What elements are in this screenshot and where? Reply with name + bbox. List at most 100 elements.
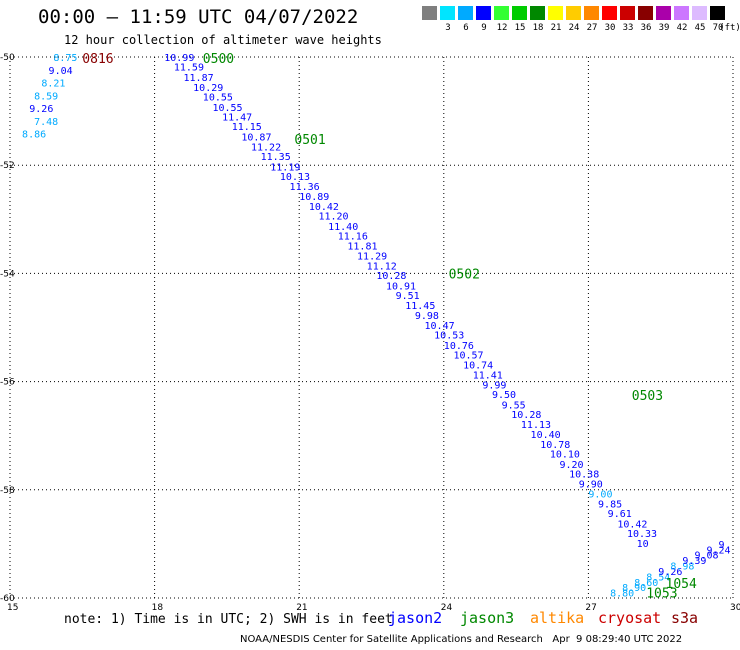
wave-height-label: 10.89 [299, 192, 329, 203]
wave-height-label: 11.41 [473, 371, 503, 382]
map-title: 00:00 — 11:59 UTC 04/07/2022 [38, 6, 359, 28]
lat-tick-label: -50 [0, 53, 15, 63]
wave-height-label: 9.85 [598, 499, 622, 510]
wave-height-label: 9.51 [396, 291, 420, 302]
legend-value: 33 [622, 23, 634, 33]
wave-height-label: 9.50 [492, 390, 516, 401]
legend-value: 45 [694, 23, 706, 33]
wave-height-label: 8.54 [646, 572, 670, 583]
wave-height-label: 10.28 [376, 271, 406, 282]
wave-height-label: 8.90 [622, 583, 646, 594]
legend-swatch [710, 6, 726, 20]
wave-height-label: 10.29 [193, 83, 223, 94]
legend-swatch [620, 6, 636, 20]
wave-height-label: 11.81 [347, 241, 377, 252]
satellite-s3a: s3a [671, 609, 699, 627]
wave-height-label: 11.35 [261, 152, 291, 163]
legend-swatch [674, 6, 690, 20]
map-subtitle: 12 hour collection of altimeter wave hei… [64, 33, 382, 47]
legend-value: 12 [496, 23, 508, 33]
wave-height-label: 10.33 [627, 529, 657, 540]
legend-swatch [512, 6, 528, 20]
legend-value: 30 [604, 23, 616, 33]
wave-height-label: 11.12 [367, 261, 397, 272]
wave-height-label: 11.36 [290, 182, 320, 193]
wave-height-label: 10 [637, 539, 649, 550]
wave-height-label: 8.80 [610, 589, 634, 600]
time-label: 0500 [203, 52, 234, 67]
lon-tick-label: 15 [7, 603, 18, 610]
wave-height-label: 11.22 [251, 142, 281, 153]
wave-height-label: 9.08 [694, 551, 718, 562]
wave-height-label: 9.26 [658, 567, 682, 578]
legend-value: 21 [550, 23, 562, 33]
lat-tick-label: -56 [0, 378, 15, 388]
credit-line: NOAA/NESDIS Center for Satellite Applica… [240, 634, 683, 645]
legend-value: 6 [463, 23, 469, 33]
wave-height-label: 11.29 [357, 252, 387, 263]
wave-height-label: 10.53 [434, 331, 464, 342]
legend-value: 36 [640, 23, 652, 33]
lon-tick-label: 24 [441, 603, 453, 610]
wave-height-label: 11.47 [222, 113, 252, 124]
wave-height-label: 10.10 [550, 450, 580, 461]
wave-height-label: 10.47 [425, 321, 455, 332]
legend-swatch [584, 6, 600, 20]
legend-value: 39 [658, 23, 670, 33]
wave-height-label: 9.98 [415, 311, 439, 322]
legend-value: 27 [586, 23, 598, 33]
grid-lines [9, 56, 734, 599]
wave-height-label: 8.59 [34, 91, 58, 102]
time-label: 1053 [646, 587, 677, 602]
wave-height-label: 8.98 [670, 562, 694, 573]
time-label: 0501 [294, 133, 325, 148]
time-label: 0816 [82, 52, 113, 67]
wave-height-label: 11.19 [270, 162, 300, 173]
lat-tick-label: -58 [0, 486, 15, 496]
legend-swatch [476, 6, 492, 20]
lat-tick-label: -52 [0, 161, 15, 171]
wave-height-label: 10.55 [203, 92, 233, 103]
wave-height-label: 10.76 [444, 341, 474, 352]
wave-height-label: 9 [719, 540, 725, 551]
units-note: note: 1) Time is in UTC; 2) SWH is in fe… [64, 612, 393, 627]
lon-tick-label: 30 [730, 603, 740, 610]
legend-swatch [656, 6, 672, 20]
wave-height-label: 11.20 [318, 212, 348, 223]
wave-height-label: 10.40 [531, 430, 561, 441]
wave-height-label: 10.99 [164, 53, 194, 64]
satellite-jason3: jason3 [460, 609, 515, 627]
wave-height-label: 11.87 [184, 73, 214, 84]
wave-height-label: 9.04 [49, 66, 73, 77]
wave-height-label: 10.38 [569, 470, 599, 481]
legend-swatch [458, 6, 474, 20]
wave-height-label: 9.24 [706, 545, 730, 556]
wave-height-label: 10.91 [386, 281, 416, 292]
legend-unit: (ft) [719, 23, 740, 33]
legend-swatch [422, 6, 438, 20]
wave-height-label: 9.20 [559, 460, 583, 471]
wave-height-label: 9.00 [588, 490, 612, 501]
wave-height-label: 11.15 [232, 122, 262, 133]
wave-height-label: 9.61 [608, 509, 632, 520]
wave-height-label: 11.40 [328, 222, 358, 233]
wave-height-label: 9.90 [579, 479, 603, 490]
lon-tick-label: 21 [296, 603, 307, 610]
legend-value: 9 [481, 23, 487, 33]
wave-height-label: 7.48 [34, 117, 58, 128]
satellite-jason2: jason2 [388, 609, 443, 627]
legend-swatch [530, 6, 546, 20]
legend-swatch [494, 6, 510, 20]
axis-ticks: 15 18 21 24 27 30 -50 -52 -54 -56 -58 -60 [0, 53, 740, 610]
wave-height-label: 9.39 [682, 556, 706, 567]
satellite-cryosat: cryosat [598, 609, 662, 627]
wave-height-label: 10.87 [241, 133, 271, 144]
wave-height-label: 10.42 [617, 519, 647, 530]
time-label: 0502 [449, 267, 480, 282]
legend-value: 15 [514, 23, 526, 33]
wave-height-label: 11.13 [521, 420, 551, 431]
wave-height-label: 10.78 [540, 440, 570, 451]
wave-height-label: 10.74 [463, 360, 493, 371]
legend-value: 18 [532, 23, 544, 33]
